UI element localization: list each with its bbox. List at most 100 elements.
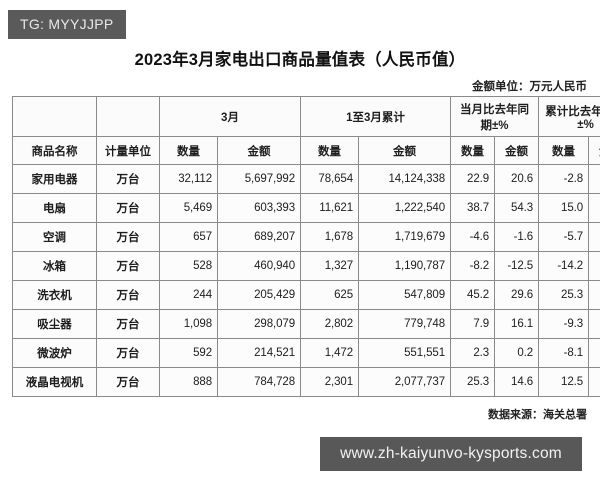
- cell-cum-yoy-value: -6.7: [588, 338, 600, 368]
- cell-cum-yoy-value: 15.7: [588, 280, 600, 310]
- table-row: 空调 万台 657 689,207 1,678 1,719,679 -4.6 -…: [12, 222, 600, 252]
- cell-product-name: 液晶电视机: [12, 367, 97, 397]
- cell-month-qty: 5,469: [159, 193, 218, 223]
- cell-month-yoy-qty: 7.9: [450, 309, 496, 339]
- column-header-unit: 计量单位: [96, 136, 160, 165]
- cell-month-qty: 528: [159, 251, 218, 281]
- cell-month-value: 205,429: [217, 280, 301, 310]
- cell-month-value: 214,521: [217, 338, 301, 368]
- cell-product-name: 空调: [12, 222, 97, 252]
- cell-month-yoy-value: -12.5: [494, 251, 540, 281]
- column-header-name: 商品名称: [12, 136, 97, 165]
- cell-cum-yoy-qty: -14.2: [538, 251, 590, 281]
- cell-product-name: 电扇: [12, 193, 97, 223]
- cell-month-value: 603,393: [217, 193, 301, 223]
- cell-cum-yoy-value: -1.7: [588, 222, 600, 252]
- cell-unit: 万台: [96, 367, 160, 397]
- table-body: 家用电器 万台 32,112 5,697,992 78,654 14,124,3…: [12, 164, 600, 397]
- table-row: 吸尘器 万台 1,098 298,079 2,802 779,748 7.9 1…: [12, 309, 600, 339]
- cell-month-yoy-qty: 45.2: [450, 280, 496, 310]
- cell-month-value: 460,940: [217, 251, 301, 281]
- cell-unit: 万台: [96, 164, 160, 194]
- cell-unit: 万台: [96, 193, 160, 223]
- watermark-banner: www.zh-kaiyunvo-kysports.com: [320, 437, 582, 471]
- cell-month-qty: 888: [159, 367, 218, 397]
- cell-month-qty: 32,112: [159, 164, 218, 194]
- cell-unit: 万台: [96, 222, 160, 252]
- cell-cum-qty: 625: [300, 280, 359, 310]
- cell-cum-value: 2,077,737: [357, 367, 452, 397]
- cell-month-qty: 244: [159, 280, 218, 310]
- table-row: 微波炉 万台 592 214,521 1,472 551,551 2.3 0.2…: [12, 338, 600, 368]
- cell-cum-value: 551,551: [357, 338, 452, 368]
- cell-unit: 万台: [96, 309, 160, 339]
- cell-month-qty: 1,098: [159, 309, 218, 339]
- cell-month-yoy-qty: 2.3: [450, 338, 496, 368]
- table-row: 洗衣机 万台 244 205,429 625 547,809 45.2 29.6…: [12, 280, 600, 310]
- table-row: 液晶电视机 万台 888 784,728 2,301 2,077,737 25.…: [12, 367, 600, 397]
- table-row: 冰箱 万台 528 460,940 1,327 1,190,787 -8.2 -…: [12, 251, 600, 281]
- cell-unit: 万台: [96, 251, 160, 281]
- cell-cum-qty: 1,678: [300, 222, 359, 252]
- source-note: 数据来源：海关总署: [488, 409, 587, 421]
- cell-month-qty: 592: [159, 338, 218, 368]
- column-header-month-qty: 数量: [159, 136, 218, 165]
- cell-cum-qty: 78,654: [300, 164, 359, 194]
- table-column-header-row: 商品名称 计量单位 数量 金额 数量 金额 数量 金额 数量 金额: [12, 136, 600, 165]
- cell-cum-value: 1,190,787: [357, 251, 452, 281]
- cell-product-name: 吸尘器: [12, 309, 97, 339]
- cell-product-name: 家用电器: [12, 164, 97, 194]
- export-statistics-table: 3月 1至3月累计 当月比去年同期±% 累计比去年同期±% 商品名称 计量单位 …: [12, 96, 600, 397]
- cell-month-yoy-qty: 38.7: [450, 193, 496, 223]
- cell-cum-qty: 1,472: [300, 338, 359, 368]
- cell-month-yoy-value: 0.2: [494, 338, 540, 368]
- cell-product-name: 冰箱: [12, 251, 97, 281]
- cell-month-yoy-qty: 25.3: [450, 367, 496, 397]
- cell-month-yoy-value: -1.6: [494, 222, 540, 252]
- cell-cum-value: 14,124,338: [357, 164, 452, 194]
- cell-month-value: 784,728: [217, 367, 301, 397]
- cell-cum-yoy-value: 26.9: [588, 193, 600, 223]
- cell-month-yoy-qty: -8.2: [450, 251, 496, 281]
- cell-cum-yoy-qty: 25.3: [538, 280, 590, 310]
- cell-month-yoy-qty: 22.9: [450, 164, 496, 194]
- cell-month-yoy-qty: -4.6: [450, 222, 496, 252]
- column-header-cum-value: 金额: [357, 136, 452, 165]
- cell-cum-qty: 2,301: [300, 367, 359, 397]
- header-group-month: 3月: [159, 96, 301, 137]
- header-blank-unit: [96, 96, 160, 137]
- cell-cum-qty: 1,327: [300, 251, 359, 281]
- cell-month-value: 298,079: [217, 309, 301, 339]
- page-title: 2023年3月家电出口商品量值表（人民币值）: [134, 51, 466, 69]
- cell-cum-qty: 11,621: [300, 193, 359, 223]
- cell-cum-yoy-qty: -5.7: [538, 222, 590, 252]
- cell-cum-yoy-qty: -9.3: [538, 309, 590, 339]
- header-group-cumulative-yoy: 累计比去年同期±%: [538, 96, 600, 137]
- cell-cum-value: 1,719,679: [357, 222, 452, 252]
- column-header-cum-qty: 数量: [300, 136, 359, 165]
- cell-cum-yoy-value: 3.2: [588, 164, 600, 194]
- table-head: 3月 1至3月累计 当月比去年同期±% 累计比去年同期±% 商品名称 计量单位 …: [12, 96, 600, 165]
- cell-month-yoy-value: 29.6: [494, 280, 540, 310]
- cell-unit: 万台: [96, 338, 160, 368]
- cell-cum-yoy-qty: -2.8: [538, 164, 590, 194]
- cell-month-yoy-value: 16.1: [494, 309, 540, 339]
- cell-cum-yoy-qty: 12.5: [538, 367, 590, 397]
- tg-badge-label: TG: MYYJJPP: [20, 16, 114, 32]
- cell-cum-yoy-qty: -8.1: [538, 338, 590, 368]
- header-group-cumulative: 1至3月累计: [299, 96, 452, 137]
- column-header-cum-yoy-qty: 数量: [538, 136, 590, 165]
- cell-cum-yoy-value: -17.3: [588, 251, 600, 281]
- cell-cum-qty: 2,802: [300, 309, 359, 339]
- column-header-month-value: 金额: [217, 136, 301, 165]
- cell-cum-yoy-qty: 15.0: [538, 193, 590, 223]
- cell-month-qty: 657: [159, 222, 218, 252]
- amount-unit-note: 金额单位：万元人民币: [472, 81, 587, 93]
- cell-unit: 万台: [96, 280, 160, 310]
- cell-product-name: 洗衣机: [12, 280, 97, 310]
- column-header-cum-yoy-value: 金额: [588, 136, 600, 165]
- header-group-month-yoy: 当月比去年同期±%: [450, 96, 540, 137]
- tg-badge: TG: MYYJJPP: [8, 10, 126, 39]
- cell-product-name: 微波炉: [12, 338, 97, 368]
- column-header-month-yoy-qty: 数量: [450, 136, 496, 165]
